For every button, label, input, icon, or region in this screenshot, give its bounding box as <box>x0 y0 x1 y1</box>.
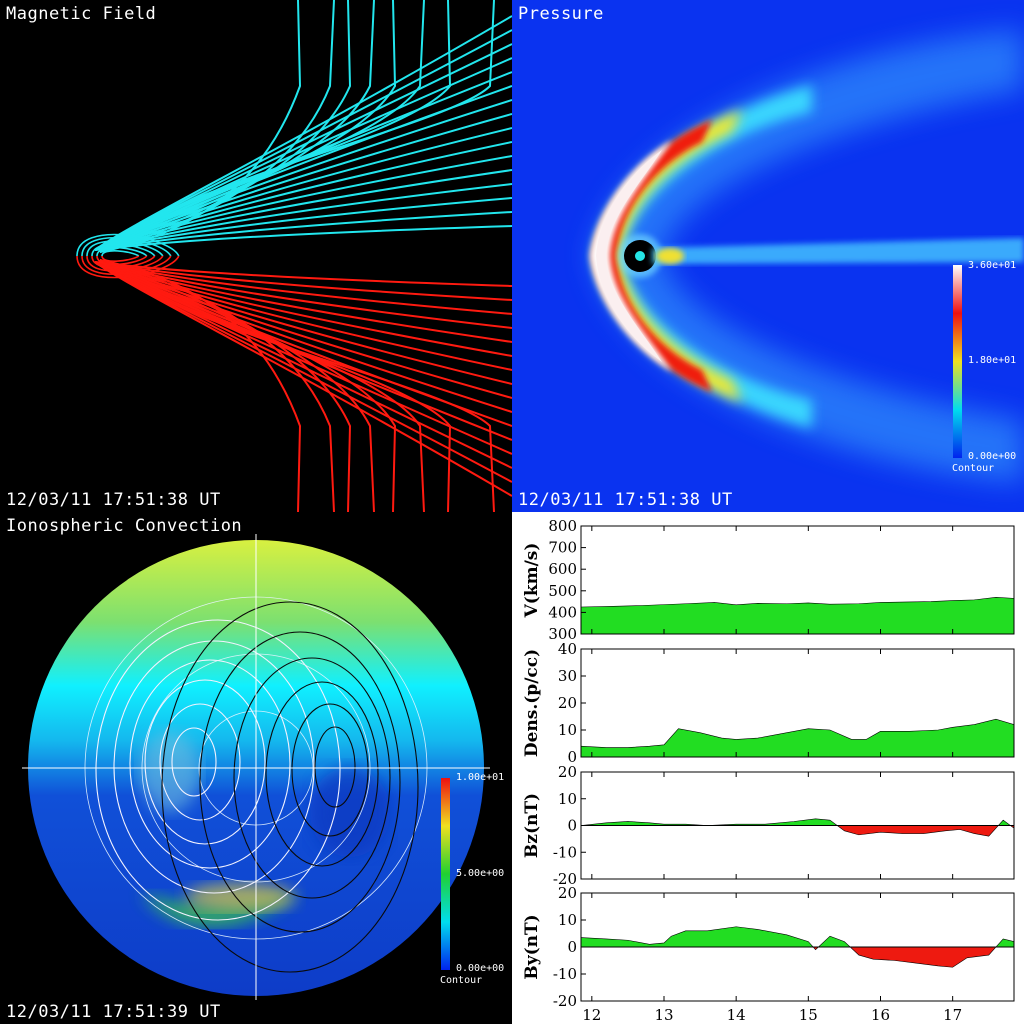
closed-field-line <box>101 255 140 262</box>
ionosphere-title: Ionospheric Convection <box>6 516 243 536</box>
solar-wind-timeseries-panel: 800 700 600 500 400 300 V(km/s) 40 30 20 10 0 Dens.(… <box>512 512 1024 1024</box>
y-tick-label: 600 <box>548 560 577 578</box>
series-area-positive <box>581 718 1014 757</box>
closed-field-line <box>101 250 140 257</box>
pressure-timestamp: 12/03/11 17:51:38 UT <box>518 490 733 510</box>
series-area <box>580 596 1015 635</box>
ionosphere-colorbar <box>441 778 450 970</box>
series-area-positive <box>581 818 1014 826</box>
y-tick-label: 20 <box>558 763 577 781</box>
y-tick-label: 400 <box>548 603 577 621</box>
x-tick-label: 16 <box>871 1006 890 1024</box>
field-line <box>94 261 512 497</box>
y-tick-label: 10 <box>558 721 577 739</box>
field-line <box>99 259 352 512</box>
magnetic-field-panel: Magnetic Field 12/03/11 17:51:38 UT <box>0 0 512 512</box>
closed-field-line <box>81 255 172 276</box>
solar-wind-timeseries-charts: 800 700 600 500 400 300 V(km/s) 40 30 20 10 0 Dens.(… <box>522 517 1015 1024</box>
y-tick-label: 20 <box>558 694 577 712</box>
magnetic-field-title: Magnetic Field <box>6 4 157 24</box>
y-axis-label: V(km/s) <box>522 543 542 619</box>
ionospheric-convection-panel: 1.00e+01 5.00e+00 0.00e+00 Contour Ionos… <box>0 512 512 1024</box>
pressure-colorbar <box>953 265 962 458</box>
field-line <box>99 0 352 253</box>
ionosphere-colorbar-mid: 5.00e+00 <box>456 868 505 879</box>
field-line <box>99 0 495 253</box>
timeseries-chart-3: 20 10 0 -10 -20 Bz(nT) <box>522 763 1015 888</box>
northern-field-lines <box>76 0 512 257</box>
ionosphere-polar-plot <box>22 534 490 1000</box>
y-tick-label: -10 <box>553 965 577 983</box>
southern-field-lines <box>76 255 512 512</box>
y-axis-label: Bz(nT) <box>522 793 542 858</box>
closed-field-line <box>86 240 164 257</box>
magnetic-field-timestamp: 12/03/11 17:51:38 UT <box>6 490 221 510</box>
y-tick-label: 30 <box>558 667 577 685</box>
x-tick-label: 17 <box>943 1006 962 1024</box>
x-tick-label: 12 <box>582 1006 601 1024</box>
y-axis-label: Dens.(p/cc) <box>522 649 542 757</box>
pressure-field-plot <box>590 30 1024 482</box>
ionosphere-colorbar-min: 0.00e+00 <box>456 963 505 974</box>
ionosphere-colorbar-label: Contour <box>440 975 483 986</box>
field-line <box>99 259 495 512</box>
closed-field-line <box>96 255 148 266</box>
y-tick-label: 10 <box>558 911 577 929</box>
field-line <box>99 259 397 512</box>
field-line <box>99 0 452 253</box>
timeseries-chart-4: 20 10 0 -10 -20 By(nT) <box>522 884 1015 1010</box>
x-tick-label: 15 <box>799 1006 818 1024</box>
closed-field-line <box>96 246 148 257</box>
series-area-positive <box>581 926 1014 947</box>
pressure-title: Pressure <box>518 4 604 24</box>
series-area-negative <box>581 947 1014 968</box>
y-tick-label: 10 <box>558 790 577 808</box>
y-tick-label: 0 <box>567 748 577 766</box>
chart-frame <box>580 525 1015 635</box>
y-tick-label: 500 <box>548 582 577 600</box>
field-line <box>99 0 397 253</box>
y-tick-label: -20 <box>553 870 577 888</box>
x-tick-label: 13 <box>654 1006 673 1024</box>
closed-field-line <box>76 255 180 279</box>
y-tick-label: 20 <box>558 884 577 902</box>
plasma-sheet <box>652 238 1024 264</box>
closed-field-line <box>91 255 156 269</box>
closed-field-line <box>91 243 156 257</box>
field-line <box>99 259 452 512</box>
closed-field-line <box>76 233 180 257</box>
closed-field-line <box>81 236 172 257</box>
y-tick-label: 300 <box>548 625 577 643</box>
y-tick-label: 700 <box>548 539 577 557</box>
closed-field-line <box>86 255 164 272</box>
ionosphere-timestamp: 12/03/11 17:51:39 UT <box>6 1002 221 1022</box>
timeseries-chart-2: 40 30 20 10 0 Dens.(p/cc) <box>522 640 1015 766</box>
y-tick-label: 0 <box>567 817 577 835</box>
pressure-colorbar-mid: 1.80e+01 <box>968 355 1017 366</box>
pressure-colorbar-min: 0.00e+00 <box>968 451 1017 462</box>
pressure-panel: 3.60e+01 1.80e+01 0.00e+00 Contour Press… <box>512 0 1024 512</box>
pressure-colorbar-max: 3.60e+01 <box>968 260 1017 271</box>
y-tick-label: -10 <box>553 843 577 861</box>
y-tick-label: 0 <box>567 938 577 956</box>
field-line <box>94 15 512 251</box>
y-tick-label: -20 <box>553 992 577 1010</box>
pressure-colorbar-label: Contour <box>952 463 995 474</box>
y-tick-label: 40 <box>558 640 577 658</box>
ionosphere-colorbar-max: 1.00e+01 <box>456 772 505 783</box>
x-tick-label: 14 <box>727 1006 746 1024</box>
timeseries-chart-1: 800 700 600 500 400 300 V(km/s) <box>522 517 1015 643</box>
y-tick-label: 800 <box>548 517 577 535</box>
y-axis-label: By(nT) <box>522 914 542 979</box>
series-area-negative <box>581 825 1014 837</box>
magnetic-field-lines-plot <box>76 0 512 512</box>
